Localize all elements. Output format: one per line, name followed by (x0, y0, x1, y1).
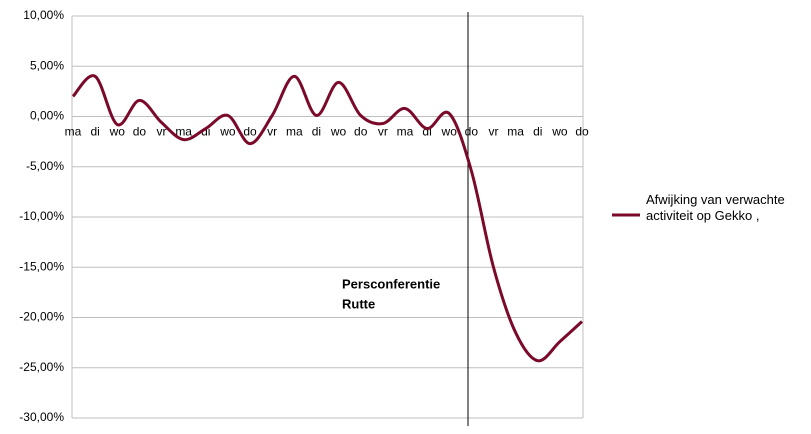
x-tick-label: vr (267, 125, 277, 139)
y-tick-label: -30,00% (19, 410, 64, 424)
x-tick-label: wo (219, 125, 236, 139)
y-tick-label: 10,00% (23, 8, 64, 22)
y-tick-label: 5,00% (30, 58, 64, 72)
x-tick-label: ma (286, 125, 303, 139)
y-tick-label: 0,00% (30, 109, 64, 123)
x-tick-label: wo (330, 125, 347, 139)
x-tick-label: wo (551, 125, 568, 139)
y-tick-label: -15,00% (19, 259, 64, 273)
x-tick-label: ma (175, 125, 192, 139)
x-tick-label: do (575, 125, 589, 139)
x-tick-label: di (312, 125, 321, 139)
x-tick-label: vr (378, 125, 388, 139)
y-tick-label: -25,00% (19, 360, 64, 374)
x-tick-label: do (354, 125, 368, 139)
y-tick-label: -5,00% (26, 159, 64, 173)
x-tick-label: ma (65, 125, 82, 139)
x-tick-label: do (465, 125, 479, 139)
x-tick-label: vr (488, 125, 498, 139)
x-tick-label: di (533, 125, 542, 139)
x-tick-label: wo (441, 125, 458, 139)
x-tick-label: di (90, 125, 99, 139)
y-tick-label: -20,00% (19, 310, 64, 324)
series-line (71, 74, 584, 363)
x-tick-label: vr (157, 125, 167, 139)
x-tick-label: wo (109, 125, 126, 139)
x-tick-label: di (422, 125, 431, 139)
x-tick-label: ma (397, 125, 414, 139)
y-tick-label: -10,00% (19, 209, 64, 223)
annotation: Persconferentie (342, 276, 440, 291)
x-tick-label: do (133, 125, 147, 139)
x-tick-label: di (201, 125, 210, 139)
x-tick-label: do (243, 125, 257, 139)
legend-label: Afwijking van verwachte activiteit op Ge… (646, 192, 785, 223)
x-tick-label: ma (507, 125, 524, 139)
annotation: Rutte (342, 296, 375, 311)
